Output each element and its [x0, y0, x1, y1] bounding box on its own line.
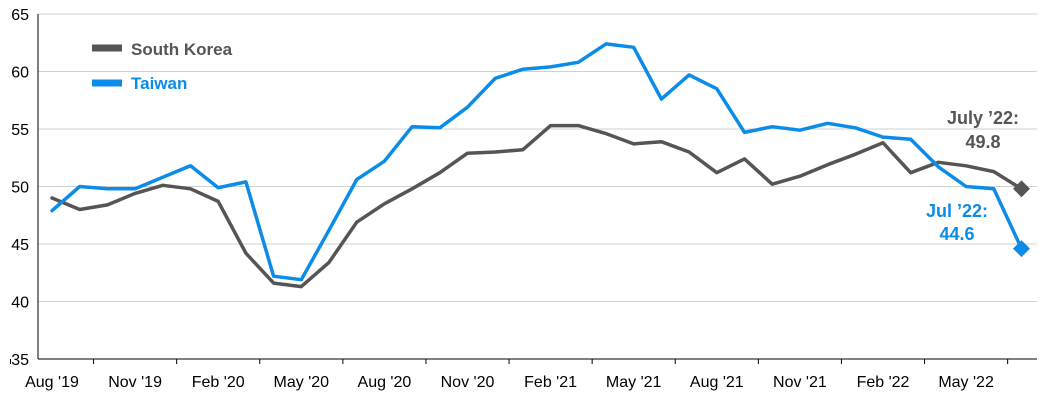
annotations: July ’22: 49.8 Jul ’22: 44.6 [926, 108, 1019, 244]
y-tick-label-35: 35 [11, 352, 29, 369]
x-tick-label: May '22 [938, 374, 994, 391]
y-tick-label-40: 40 [11, 295, 29, 312]
end-marker-south-korea [1013, 180, 1030, 198]
end-markers [1013, 180, 1030, 258]
x-tick-label: Nov '20 [441, 374, 495, 391]
x-tick-label: Aug '20 [358, 374, 412, 391]
x-tick-label: Feb '21 [524, 374, 577, 391]
x-tick-label: May '21 [606, 374, 662, 391]
annotation-taiwan: Jul ’22: 44.6 [926, 201, 988, 244]
series-line-taiwan [50, 42, 1024, 282]
x-tick-label: Nov '19 [108, 374, 162, 391]
end-marker-taiwan [1013, 240, 1030, 258]
x-tick-label: Feb '20 [192, 374, 245, 391]
x-tick-label: Aug '19 [25, 374, 79, 391]
x-tick-label: Nov '21 [773, 374, 827, 391]
y-tick-label-50: 50 [11, 180, 29, 197]
y-axis-tick-labels: 35 40 45 50 55 60 65 [11, 7, 29, 369]
legend-label-taiwan: Taiwan [131, 74, 187, 93]
y-tick-label-55: 55 [11, 122, 29, 139]
x-tick-label: May '20 [274, 374, 330, 391]
series-line-south-korea [50, 123, 1024, 289]
legend: South Korea Taiwan [92, 40, 233, 93]
y-tick-label-65: 65 [11, 7, 29, 24]
axes [9, 14, 1037, 364]
x-axis-tick-labels: Aug '19 Nov '19 Feb '20 May '20 Aug '20 Nov '… [25, 374, 994, 391]
grid-lines [38, 13, 1037, 302]
y-tick-label-45: 45 [11, 237, 29, 254]
x-tick-label: Aug '21 [690, 374, 744, 391]
y-tick-label-60: 60 [11, 65, 29, 82]
legend-label-south-korea: South Korea [131, 40, 233, 59]
annotation-south-korea: July ’22: 49.8 [947, 108, 1019, 152]
x-tick-label: Feb '22 [857, 374, 910, 391]
series-lines [50, 42, 1024, 289]
